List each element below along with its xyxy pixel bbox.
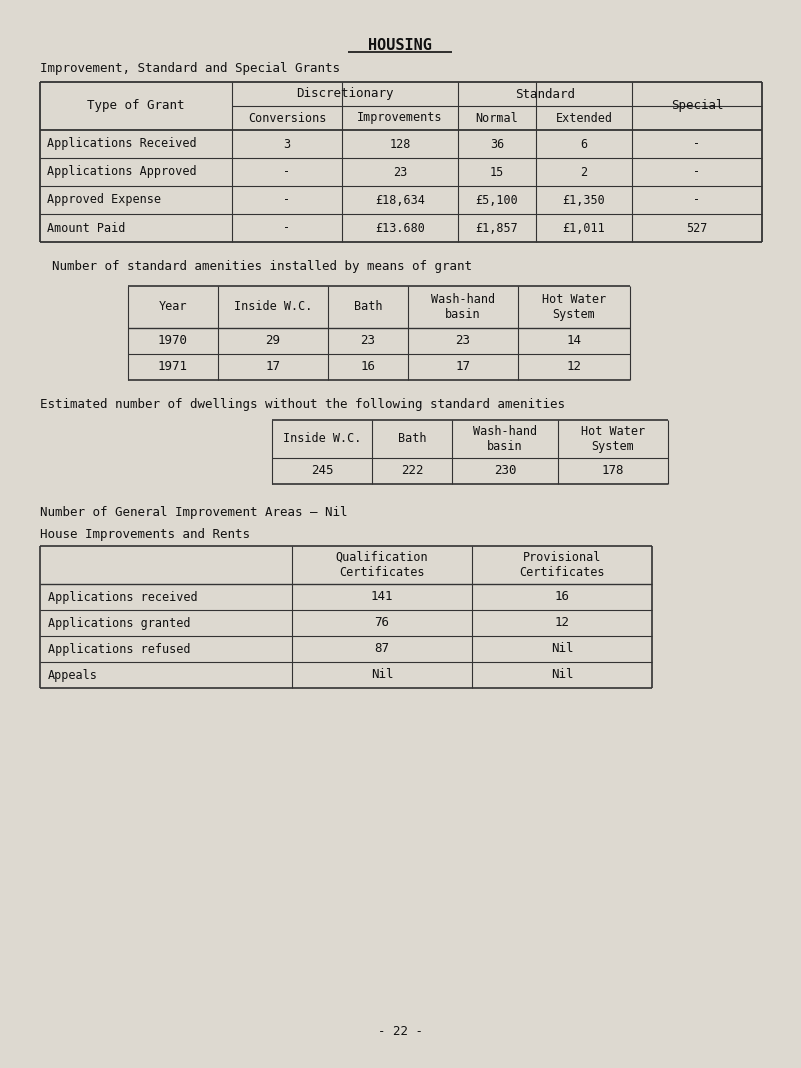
Text: Number of standard amenities installed by means of grant: Number of standard amenities installed b… (52, 260, 472, 273)
Text: - 22 -: - 22 - (377, 1025, 422, 1038)
Text: 2: 2 (581, 166, 588, 178)
Text: Bath: Bath (354, 300, 382, 314)
Text: £5,100: £5,100 (476, 193, 518, 206)
Text: Amount Paid: Amount Paid (47, 221, 126, 235)
Text: Special: Special (670, 99, 723, 112)
Text: 12: 12 (566, 361, 582, 374)
Text: 15: 15 (490, 166, 504, 178)
Text: Discretionary: Discretionary (296, 88, 394, 100)
Text: 3: 3 (284, 138, 291, 151)
Text: 76: 76 (375, 616, 389, 629)
Text: Provisional
Certificates: Provisional Certificates (519, 551, 605, 579)
Text: 141: 141 (371, 591, 393, 603)
Text: -: - (284, 221, 291, 235)
Text: 1970: 1970 (158, 334, 188, 347)
Text: Approved Expense: Approved Expense (47, 193, 161, 206)
Text: Bath: Bath (398, 433, 426, 445)
Text: Nil: Nil (551, 643, 574, 656)
Text: Type of Grant: Type of Grant (87, 99, 185, 112)
Text: 527: 527 (686, 221, 708, 235)
Text: Estimated number of dwellings without the following standard amenities: Estimated number of dwellings without th… (40, 398, 565, 411)
Text: -: - (694, 193, 701, 206)
Text: Hot Water
System: Hot Water System (542, 293, 606, 321)
Text: Appeals: Appeals (48, 669, 98, 681)
Text: Hot Water
System: Hot Water System (581, 425, 645, 453)
Text: Wash-hand
basin: Wash-hand basin (473, 425, 537, 453)
Text: Applications Approved: Applications Approved (47, 166, 196, 178)
Text: Applications Received: Applications Received (47, 138, 196, 151)
Text: Nil: Nil (551, 669, 574, 681)
Text: £1,350: £1,350 (562, 193, 606, 206)
Text: House Improvements and Rents: House Improvements and Rents (40, 528, 250, 541)
Text: 23: 23 (456, 334, 470, 347)
Text: Extended: Extended (556, 111, 613, 125)
Text: Normal: Normal (476, 111, 518, 125)
Text: 128: 128 (389, 138, 411, 151)
Text: 29: 29 (265, 334, 280, 347)
Text: Number of General Improvement Areas – Nil: Number of General Improvement Areas – Ni… (40, 506, 348, 519)
Text: 230: 230 (493, 465, 517, 477)
Text: £1,857: £1,857 (476, 221, 518, 235)
Text: 16: 16 (360, 361, 376, 374)
Text: -: - (694, 138, 701, 151)
Text: -: - (284, 193, 291, 206)
Text: 12: 12 (554, 616, 570, 629)
Text: 245: 245 (311, 465, 333, 477)
Text: Year: Year (159, 300, 187, 314)
Text: HOUSING: HOUSING (368, 38, 432, 53)
Text: 17: 17 (265, 361, 280, 374)
Text: Improvement, Standard and Special Grants: Improvement, Standard and Special Grants (40, 62, 340, 75)
Text: £13.680: £13.680 (375, 221, 425, 235)
Text: Improvements: Improvements (357, 111, 443, 125)
Text: Inside W.C.: Inside W.C. (234, 300, 312, 314)
Text: Inside W.C.: Inside W.C. (283, 433, 361, 445)
Text: Conversions: Conversions (248, 111, 326, 125)
Text: Nil: Nil (371, 669, 393, 681)
Text: Wash-hand
basin: Wash-hand basin (431, 293, 495, 321)
Text: 178: 178 (602, 465, 624, 477)
Text: Standard: Standard (515, 88, 575, 100)
Text: 17: 17 (456, 361, 470, 374)
Text: Applications granted: Applications granted (48, 616, 191, 629)
Text: -: - (694, 166, 701, 178)
Text: 36: 36 (490, 138, 504, 151)
Text: 87: 87 (375, 643, 389, 656)
Text: 1971: 1971 (158, 361, 188, 374)
Text: Applications refused: Applications refused (48, 643, 191, 656)
Text: 23: 23 (360, 334, 376, 347)
Text: £18,634: £18,634 (375, 193, 425, 206)
Text: 16: 16 (554, 591, 570, 603)
Text: Applications received: Applications received (48, 591, 198, 603)
Text: 14: 14 (566, 334, 582, 347)
Text: 6: 6 (581, 138, 588, 151)
Text: 23: 23 (392, 166, 407, 178)
Text: Qualification
Certificates: Qualification Certificates (336, 551, 429, 579)
Text: £1,011: £1,011 (562, 221, 606, 235)
Text: 222: 222 (400, 465, 423, 477)
Text: -: - (284, 166, 291, 178)
